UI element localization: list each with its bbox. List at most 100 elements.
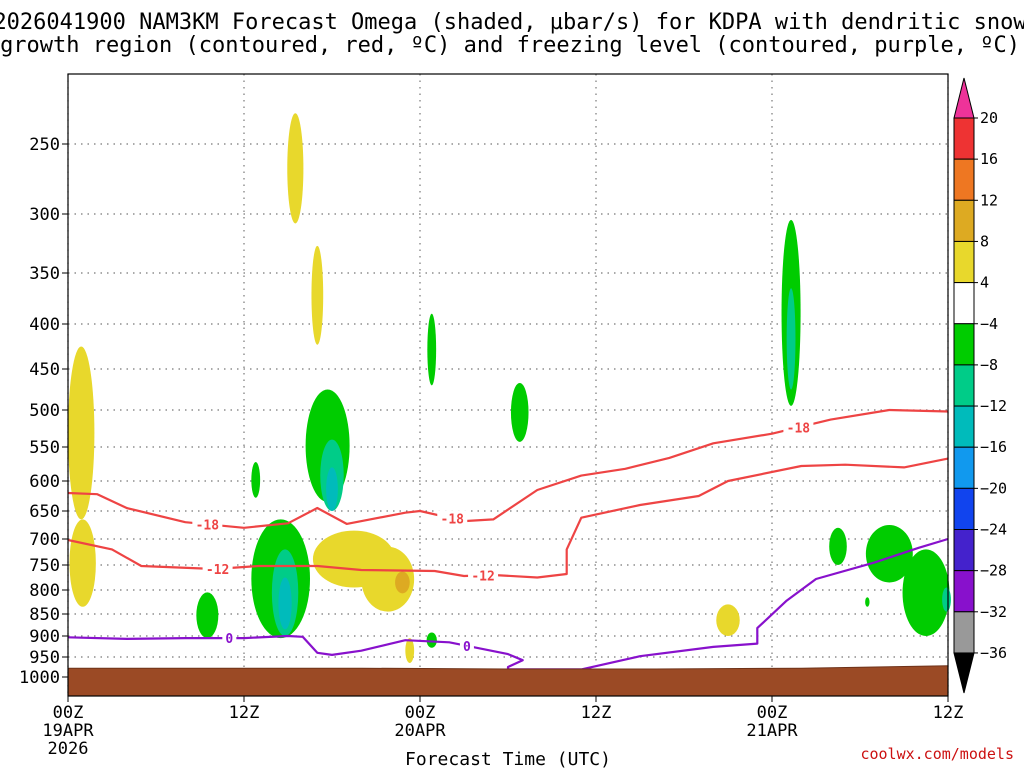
- x-tick-label-24-1: 20APR: [394, 721, 446, 741]
- x-tick-label-48-0: 00Z: [757, 703, 788, 723]
- colorbar-top-arrow: [953, 77, 975, 119]
- omega-cell-2: [69, 519, 96, 607]
- omega-cell-7: [326, 467, 338, 512]
- omega-cell-10: [278, 577, 292, 630]
- y-tick-label-500: 500: [29, 401, 60, 421]
- colorbar-label-13: −36: [980, 644, 1007, 662]
- omega-cell-24: [865, 525, 913, 583]
- colorbar-label-3: 8: [980, 232, 989, 250]
- plot-frame: [67, 73, 949, 697]
- plot-background: [68, 74, 948, 696]
- contour-label-bg-0-1: [459, 637, 474, 654]
- x-tick-label-36-0: 12Z: [581, 703, 612, 723]
- contour-label-bg--12-0: [202, 560, 233, 577]
- y-tick-label-650: 650: [29, 502, 60, 522]
- colorbar-label-2: 12: [980, 191, 998, 209]
- colorbar-label-5: −4: [980, 315, 998, 333]
- colorbar-segment-7: [953, 364, 975, 407]
- colorbar-segment-3: [953, 199, 975, 242]
- contour-line-0: [67, 537, 949, 671]
- omega-cell-4: [311, 245, 324, 345]
- y-tick-label-750: 750: [29, 556, 60, 576]
- x-tick-label-0-0: 00Z: [53, 703, 84, 723]
- colorbar-segment-12: [953, 570, 975, 613]
- y-tick-label-900: 900: [29, 627, 60, 647]
- contour-label--12-0: -12: [206, 563, 229, 578]
- colorbar-label-7: −12: [980, 397, 1007, 415]
- y-tick-label-550: 550: [29, 438, 60, 458]
- colorbar: 20 16 12 8 4 −4 −8 −12 −16 −20 −24 −28 −32 −36: [953, 77, 1007, 694]
- omega-cell-11: [196, 592, 219, 639]
- omega-cell-12: [251, 461, 261, 498]
- contour-label-bg--18-2: [783, 419, 814, 436]
- omega-cell-14: [361, 546, 415, 612]
- colorbar-segment-2: [953, 158, 975, 201]
- omega-cell-1: [68, 346, 95, 520]
- x-tick-label-0-1: 19APR: [42, 721, 94, 741]
- y-tick-label-350: 350: [29, 264, 60, 284]
- colorbar-label-8: −16: [980, 438, 1007, 456]
- contour-label-bg--18-0: [192, 516, 223, 533]
- colorbar-bottom-arrow: [953, 652, 975, 694]
- temperature-contours: -18 -18 -18 -12 -12 0 0: [67, 408, 949, 671]
- colorbar-segment-4: [953, 240, 975, 284]
- y-axis: 2503003504004505005506006507007508008509…: [19, 135, 68, 688]
- omega-cell-22: [786, 288, 796, 390]
- colorbar-segment-11: [953, 529, 975, 572]
- terrain-surface: [67, 665, 949, 697]
- x-tick-label-12-0: 12Z: [229, 703, 260, 723]
- omega-cell-3: [287, 113, 304, 224]
- terrain-fill: [67, 665, 949, 697]
- contour-label--18-0: -18: [196, 518, 220, 533]
- y-tick-label-400: 400: [29, 315, 60, 335]
- contour-label-bg--12-1: [468, 567, 499, 584]
- omega-cell-17: [427, 313, 437, 386]
- y-tick-label-850: 850: [29, 605, 60, 625]
- credit-link[interactable]: coolwx.com/models: [860, 745, 1014, 763]
- colorbar-label-10: −24: [980, 521, 1007, 539]
- colorbar-segment-8: [953, 405, 975, 448]
- contour-label--18-1: -18: [441, 512, 465, 527]
- colorbar-label-1: 16: [980, 150, 998, 168]
- y-tick-label-450: 450: [29, 360, 60, 380]
- colorbar-segment-1: [953, 117, 975, 160]
- omega-cell-20: [716, 604, 740, 636]
- colorbar-segment-5: [953, 282, 975, 325]
- omega-cell-18: [426, 632, 437, 648]
- omega-cell-25: [902, 549, 950, 636]
- y-tick-label-300: 300: [29, 205, 60, 225]
- contour-label--18-2: -18: [787, 421, 811, 436]
- y-tick-label-250: 250: [29, 135, 60, 155]
- x-tick-label-48-1: 21APR: [746, 721, 798, 741]
- colorbar-label-12: −32: [980, 603, 1007, 621]
- colorbar-label-0: 20: [980, 109, 998, 127]
- x-axis-label: Forecast Time (UTC): [405, 749, 611, 768]
- x-tick-label-60-0: 12Z: [933, 703, 964, 723]
- colorbar-label-6: −8: [980, 356, 998, 374]
- omega-cell-19: [510, 382, 529, 442]
- colorbar-label-4: 4: [980, 274, 989, 292]
- colorbar-label-9: −20: [980, 479, 1007, 497]
- contour-label-0-0: 0: [225, 632, 233, 647]
- colorbar-segment-6: [953, 323, 975, 366]
- chart-title-line-2: growth region (contoured, red, ºC) and f…: [0, 33, 1020, 58]
- omega-cell-15: [395, 571, 410, 594]
- omega-cell-27: [865, 597, 870, 607]
- x-tick-label-24-0: 00Z: [405, 703, 436, 723]
- plot-area: -18 -18 -18 -12 -12 0 0 250 300 350 400 450 500 550 6…: [19, 73, 963, 759]
- omega-cell-16: [405, 638, 415, 663]
- x-tick-label-0-2: 2026: [48, 739, 89, 759]
- omega-cell-23: [829, 527, 847, 566]
- omega-cell-26: [942, 587, 951, 612]
- contour-label-bg--18-1: [437, 510, 468, 527]
- contour-label--12-1: -12: [471, 569, 494, 584]
- contour-label-0-1: 0: [463, 640, 471, 655]
- colorbar-label-11: −28: [980, 562, 1007, 580]
- contour-label-bg-0-0: [222, 630, 237, 647]
- colorbar-segment-9: [953, 446, 975, 489]
- y-tick-label-700: 700: [29, 530, 60, 550]
- y-tick-label-950: 950: [29, 648, 60, 668]
- colorbar-segment-13: [953, 611, 975, 654]
